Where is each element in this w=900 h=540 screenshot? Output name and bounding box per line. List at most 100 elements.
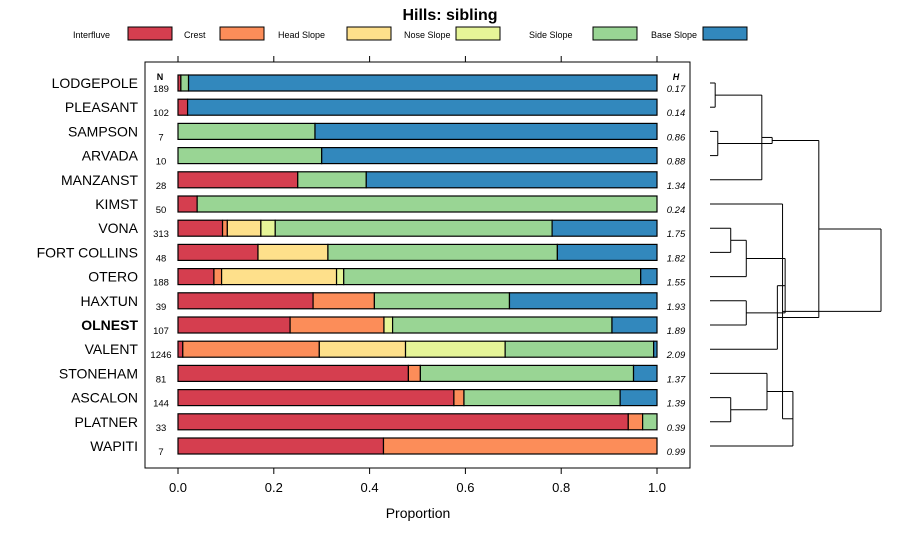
bar-segment-crest	[627, 413, 644, 431]
row-n-value: 189	[153, 84, 169, 95]
row-n-value: 7	[158, 447, 163, 458]
bar-segment-crest	[407, 364, 421, 382]
bar-segment-side-slope	[463, 389, 621, 407]
row-label: PLATNER	[74, 414, 138, 430]
row-n-value: 7	[158, 132, 163, 143]
bar-segment-interfluve	[177, 98, 189, 116]
bar-segment-interfluve	[177, 243, 259, 261]
row-n-value: 48	[156, 253, 167, 264]
bar-segment-side-slope	[177, 122, 316, 141]
row-n-value: 188	[153, 278, 169, 289]
row-n-value: 33	[156, 423, 167, 434]
legend-label-side-slope: Side Slope	[529, 30, 573, 40]
bar-segment-base-slope	[314, 122, 658, 141]
bar-segment-head-slope	[220, 268, 338, 286]
bar-segment-base-slope	[619, 389, 658, 407]
row-h-value: 0.24	[667, 205, 686, 216]
bar-segment-crest	[182, 340, 320, 358]
row-label: VONA	[98, 220, 138, 236]
bar-segment-crest	[289, 316, 385, 334]
bar-segment-side-slope	[274, 219, 553, 237]
bar-segment-base-slope	[187, 74, 658, 92]
x-axis: 0.0 0.2 0.4 0.6 0.8 1.0	[169, 56, 666, 495]
row-label: FORT COLLINS	[37, 244, 138, 260]
bar-segment-interfluve	[177, 437, 385, 455]
legend-swatch-interfluve	[127, 26, 173, 41]
row-h-value: 0.88	[667, 157, 686, 168]
bar-segment-base-slope	[653, 340, 658, 358]
row-label: ARVADA	[82, 148, 139, 164]
row-h-value: 1.39	[667, 399, 686, 410]
row-label: OLNEST	[81, 317, 138, 333]
bar-segment-interfluve	[177, 364, 409, 382]
bar-segment-base-slope	[551, 219, 658, 237]
bar-rows: LODGEPOLE 189 0.17 PLEASANT 102 0.14 SAMPSON 7 0…	[37, 74, 686, 458]
legend-label-head-slope: Head Slope	[278, 30, 325, 40]
bar-segment-interfluve	[177, 340, 184, 358]
bar-segment-base-slope	[640, 268, 658, 286]
bar-segment-crest	[382, 437, 658, 455]
row-h-value: 0.99	[667, 447, 686, 458]
plot-frame	[144, 61, 691, 469]
row-h-value: 1.37	[667, 374, 686, 385]
legend-swatch-nose-slope	[455, 26, 501, 41]
row-n-value: 144	[153, 399, 169, 410]
row-n-value: 39	[156, 302, 167, 313]
x-tick-label: 0.6	[456, 480, 474, 495]
row-h-value: 2.09	[666, 350, 686, 361]
bar-segment-nose-slope	[260, 219, 276, 237]
bar-segment-nose-slope	[383, 316, 394, 334]
bar-segment-crest	[312, 292, 375, 310]
row-n-value: 102	[153, 108, 169, 119]
legend-label-base-slope: Base Slope	[651, 30, 697, 40]
bar-segment-nose-slope	[335, 268, 345, 286]
row-h-value: 0.17	[667, 84, 686, 95]
row-label: ASCALON	[71, 390, 138, 406]
row-h-value: 1.82	[667, 253, 686, 264]
bar-segment-base-slope	[632, 364, 658, 382]
bar-segment-side-slope	[196, 195, 658, 213]
row-n-value: 1246	[150, 350, 171, 361]
row-label: PLEASANT	[65, 99, 139, 115]
bar-segment-interfluve	[177, 292, 314, 310]
bar-segment-base-slope	[186, 98, 658, 116]
legend: Interfluve Crest Head Slope Nose Slope Side …	[73, 26, 748, 41]
bar-segment-side-slope	[180, 74, 190, 92]
bar-segment-interfluve	[177, 171, 299, 189]
row-label: VALENT	[85, 341, 139, 357]
bar-segment-side-slope	[297, 171, 367, 189]
x-tick-label: 0.2	[265, 480, 283, 495]
legend-swatch-crest	[219, 26, 265, 41]
x-axis-label: Proportion	[386, 505, 451, 521]
legend-swatch-head-slope	[346, 26, 392, 41]
row-label: MANZANST	[61, 172, 138, 188]
bar-segment-interfluve	[177, 389, 455, 407]
bar-segment-interfluve	[177, 219, 224, 237]
row-n-value: 107	[153, 326, 169, 337]
h-column-header: H	[673, 72, 680, 82]
legend-label-interfluve: Interfluve	[73, 30, 110, 40]
bar-segment-side-slope	[391, 316, 613, 334]
bar-segment-crest	[221, 219, 228, 237]
bar-segment-side-slope	[373, 292, 511, 310]
row-label: SAMPSON	[68, 123, 138, 139]
bar-segment-base-slope	[508, 292, 658, 310]
bar-segment-crest	[213, 268, 223, 286]
dendrogram	[710, 82, 882, 447]
row-label: LODGEPOLE	[52, 75, 138, 91]
row-h-value: 1.34	[667, 181, 686, 192]
row-h-value: 0.86	[667, 132, 686, 143]
bar-segment-side-slope	[419, 364, 635, 382]
row-h-value: 1.55	[667, 278, 686, 289]
row-n-value: 313	[153, 229, 169, 240]
row-label: OTERO	[88, 269, 138, 285]
row-h-value: 1.89	[667, 326, 686, 337]
row-label: HAXTUN	[80, 293, 138, 309]
bar-segment-base-slope	[611, 316, 658, 334]
bar-segment-head-slope	[257, 243, 329, 261]
x-tick-label: 0.8	[552, 480, 570, 495]
row-h-value: 1.75	[667, 229, 686, 240]
legend-label-nose-slope: Nose Slope	[404, 30, 451, 40]
legend-label-crest: Crest	[184, 30, 206, 40]
